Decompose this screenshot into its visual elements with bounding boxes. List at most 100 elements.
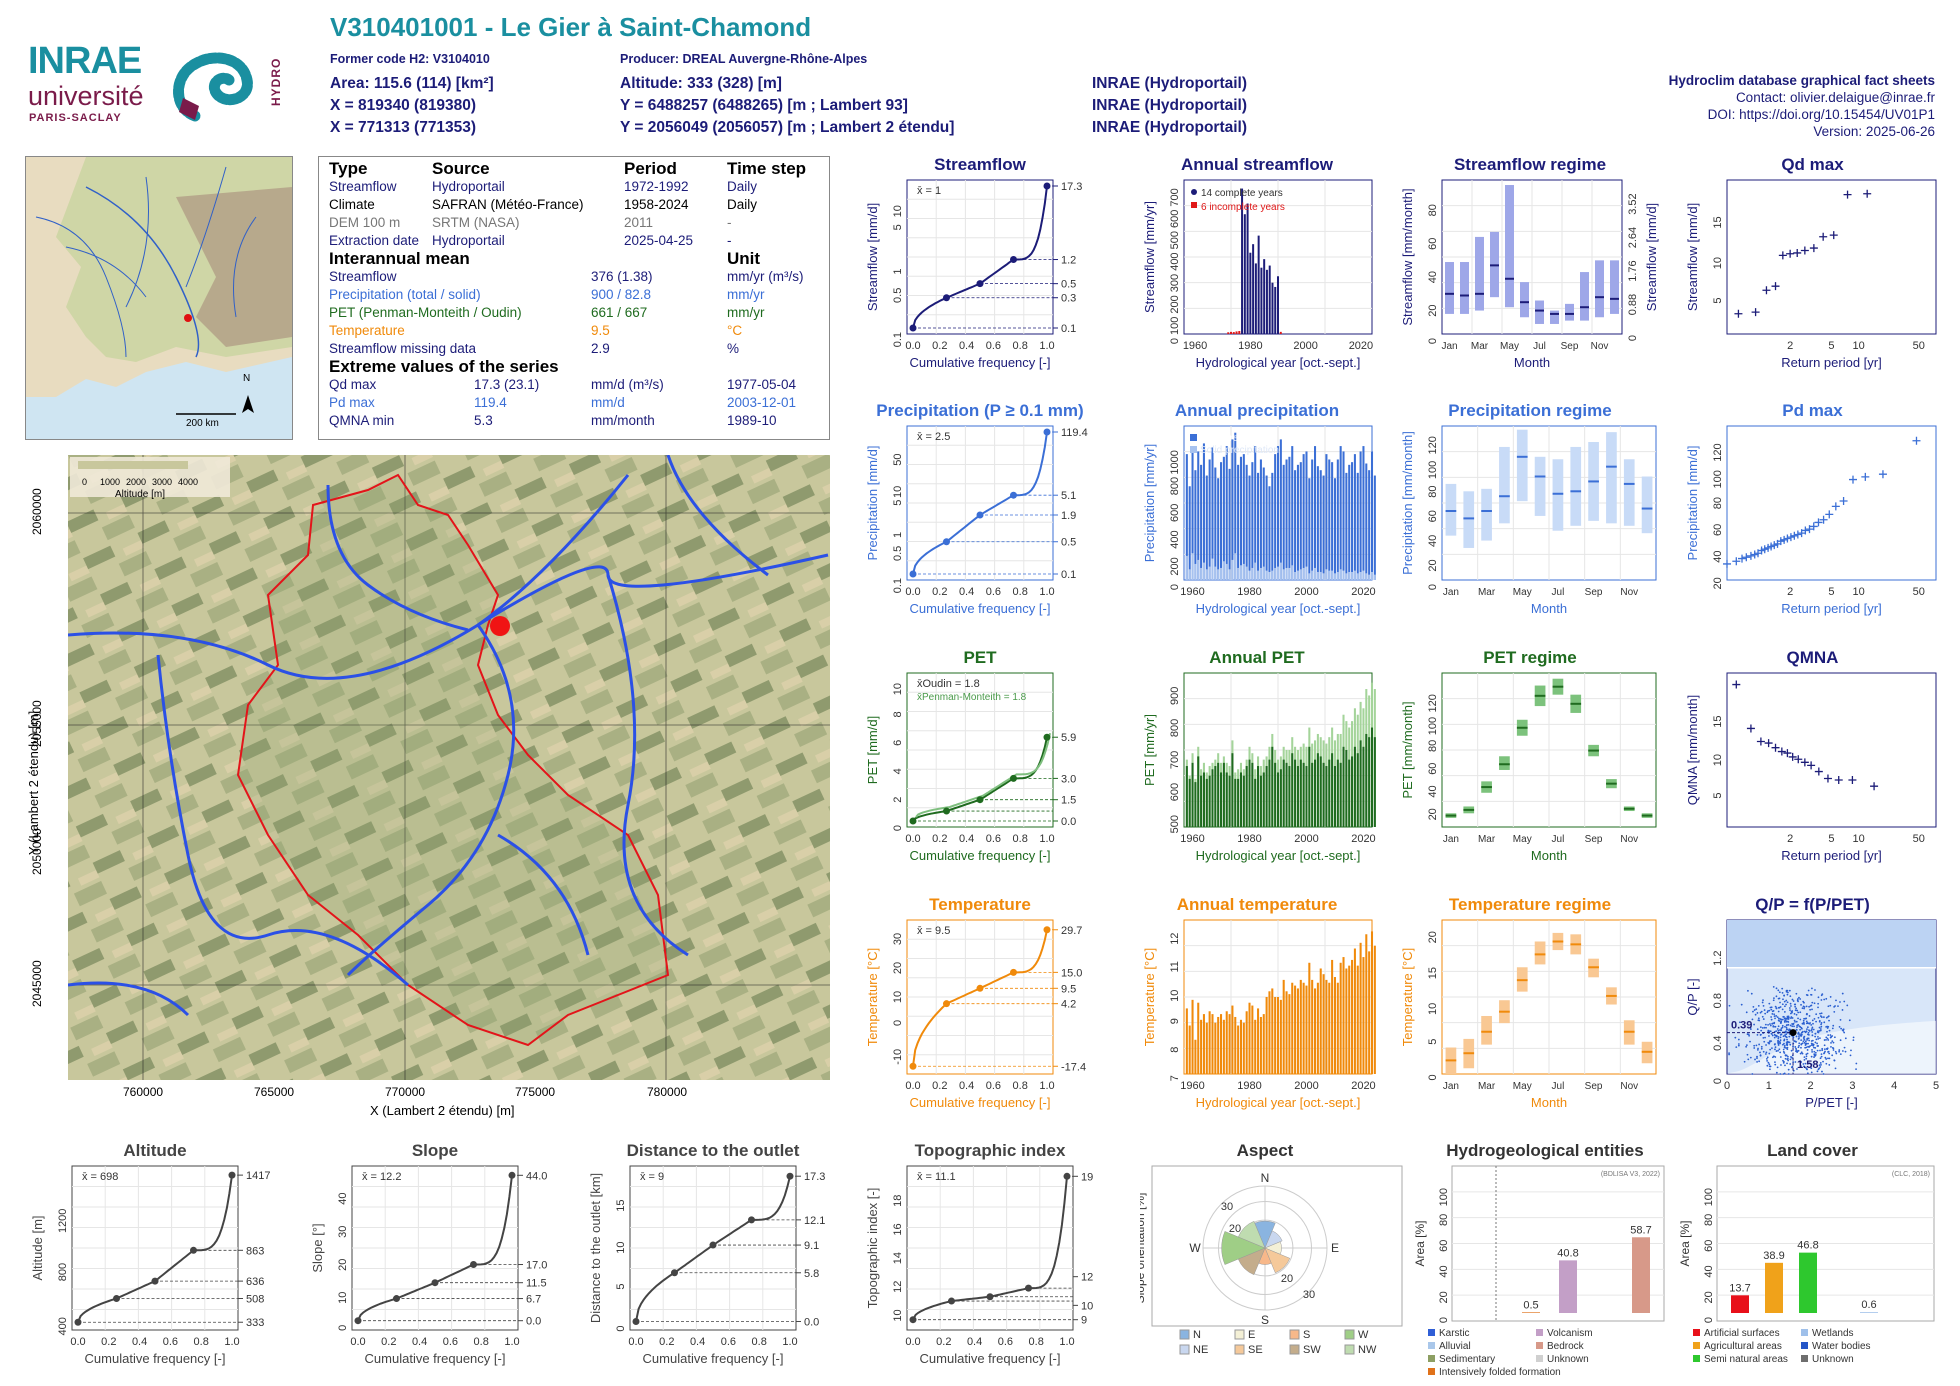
- y-tick-label: 10: [337, 1292, 349, 1304]
- bar-solid: [1188, 569, 1191, 580]
- regime-box: [1481, 1015, 1492, 1045]
- qp-point: [1786, 1001, 1789, 1004]
- x-axis-label: Cumulative frequency [-]: [910, 848, 1051, 863]
- doi-link[interactable]: DOI: https://doi.org/10.15454/UV01P1: [1707, 107, 1935, 122]
- extreme-heading: Extreme values of the series: [329, 357, 559, 376]
- chart-title: Streamflow regime: [1454, 155, 1606, 174]
- qp-point: [1779, 1036, 1782, 1039]
- bar-total: [1220, 462, 1223, 580]
- bar-solid: [1271, 570, 1274, 580]
- right-value-label: 6.7: [526, 1294, 541, 1306]
- regime-box: [1606, 432, 1617, 524]
- y-tick-label: 80: [1427, 740, 1439, 752]
- y-tick-label: 15: [1712, 216, 1724, 228]
- qp-point: [1811, 1028, 1813, 1030]
- missing-label: Streamflow missing data: [329, 341, 477, 356]
- mean-label: x̄ = 1: [917, 185, 941, 197]
- qp-point: [1770, 1018, 1773, 1021]
- qp-point: [1791, 998, 1794, 1001]
- qp-point: [1773, 997, 1775, 1000]
- regime-box: [1481, 488, 1492, 541]
- legend-tick-0: 0: [82, 477, 88, 487]
- chart-svg-temperature-regime: Temperature regime 0 5 10 15 20 Jan Mar May Jul Se…: [1400, 895, 1657, 1110]
- qp-point: [1820, 999, 1823, 1001]
- qp-point: [1756, 1012, 1759, 1014]
- right-value-label: 1417: [246, 1170, 270, 1182]
- row-streamflow-period: 1972-1992: [624, 179, 689, 194]
- chart-svg-qd-max: Qd max 5 10 15 2 5 10 50 Return period [yr] Strea…: [1685, 155, 1937, 370]
- relief-ylabel: Y (Lambert 2 étendu) [m]: [26, 710, 41, 855]
- bar-solid: [1368, 574, 1371, 580]
- bar-year: [1299, 979, 1302, 1074]
- qp-point: [1794, 1061, 1797, 1063]
- relief-xtick-4: 780000: [647, 1085, 688, 1099]
- qp-point: [1814, 989, 1816, 991]
- bar-complete-year: [1252, 244, 1255, 334]
- bar-oudin: [1254, 778, 1257, 827]
- x-axis-label: P/PET [-]: [1805, 1095, 1858, 1110]
- bar-solid: [1373, 574, 1376, 580]
- bar-total: [1188, 486, 1191, 580]
- bar-oudin: [1339, 762, 1342, 827]
- bar-total: [1336, 459, 1339, 580]
- bar-solid: [1359, 571, 1362, 580]
- x-tick-label: 0.8: [1013, 340, 1028, 352]
- qp-point: [1840, 1027, 1843, 1030]
- x-lambert2e: X = 771313 (771353): [330, 119, 477, 136]
- x-tick-label: 2: [1787, 833, 1793, 845]
- bar-total: [1345, 472, 1348, 580]
- bar-total: [1348, 464, 1351, 580]
- qmna-date: 1989-10: [727, 413, 777, 428]
- chart-hydrogeology: Hydrogeological entities (BDLISA V3, 2022…: [1410, 1138, 1680, 1378]
- qp-point: [1784, 1064, 1786, 1067]
- north-arrow-icon: [242, 395, 254, 413]
- bar-year: [1314, 988, 1317, 1074]
- bar-oudin: [1202, 772, 1205, 827]
- qp-point: [1774, 1017, 1776, 1020]
- y-axis-label: Streamflow [mm/month]: [1400, 188, 1415, 325]
- return-period-point: [1777, 747, 1786, 756]
- x-tick-label: 0.0: [628, 1336, 643, 1348]
- qp-point: [1769, 1048, 1772, 1051]
- y-tick-label: 10: [1427, 1003, 1439, 1015]
- x-tick-label: May: [1513, 1081, 1532, 1092]
- y-tick-label: 15: [615, 1200, 627, 1212]
- chart-title: Distance to the outlet: [627, 1141, 800, 1160]
- qp-point: [1809, 1008, 1811, 1011]
- legend-label: Unknown: [1547, 1354, 1589, 1365]
- legend-label: Agricultural areas: [1704, 1341, 1782, 1352]
- qp-point: [1782, 1059, 1784, 1062]
- qp-point: [1776, 1066, 1779, 1069]
- legend-swatch: [1536, 1342, 1543, 1349]
- right-value-label: 863: [246, 1245, 264, 1257]
- bar-oudin: [1242, 775, 1245, 827]
- legend-label: E: [1248, 1329, 1255, 1341]
- bar-oudin: [1205, 778, 1208, 827]
- bar-total: [1342, 451, 1345, 580]
- qp-point: [1778, 1020, 1781, 1022]
- bar-total: [1294, 470, 1297, 580]
- chart-svg-qp-ppet: Q/P = f(P/PET) 0.39 1.58 0 0.4 0.8 1.2 0 1 2 3 4 5 P/…: [1685, 895, 1939, 1110]
- chart-title: Altitude: [123, 1141, 186, 1160]
- chart-title: Q/P = f(P/PET): [1755, 895, 1869, 914]
- bar-year: [1217, 1016, 1220, 1074]
- qp-point: [1841, 1050, 1844, 1052]
- bar-value-label: 0.6: [1861, 1299, 1876, 1311]
- y-tick-label: 60: [1438, 1240, 1450, 1252]
- qp-point: [1783, 1039, 1786, 1042]
- x-tick-label: 0.0: [905, 1336, 920, 1348]
- qp-point: [1804, 1062, 1807, 1065]
- qp-point: [1803, 1038, 1806, 1041]
- qp-point: [1818, 1020, 1821, 1023]
- qdmax-date: 1977-05-04: [727, 377, 797, 392]
- db-info: Hydroclim database graphical fact sheets…: [1669, 72, 1935, 140]
- bar-year: [1291, 982, 1294, 1074]
- right-value-label: 3.0: [1061, 773, 1076, 785]
- x-tick-label: 0.4: [412, 1336, 427, 1348]
- source-note: (BDLISA V3, 2022): [1601, 1171, 1660, 1178]
- y-tick-label: 80: [1712, 497, 1724, 509]
- bar-solid: [1259, 567, 1262, 580]
- row-extraction-source: Hydroportail: [432, 233, 505, 248]
- qp-point: [1831, 1027, 1834, 1030]
- y-tick-label: 800: [1169, 719, 1181, 737]
